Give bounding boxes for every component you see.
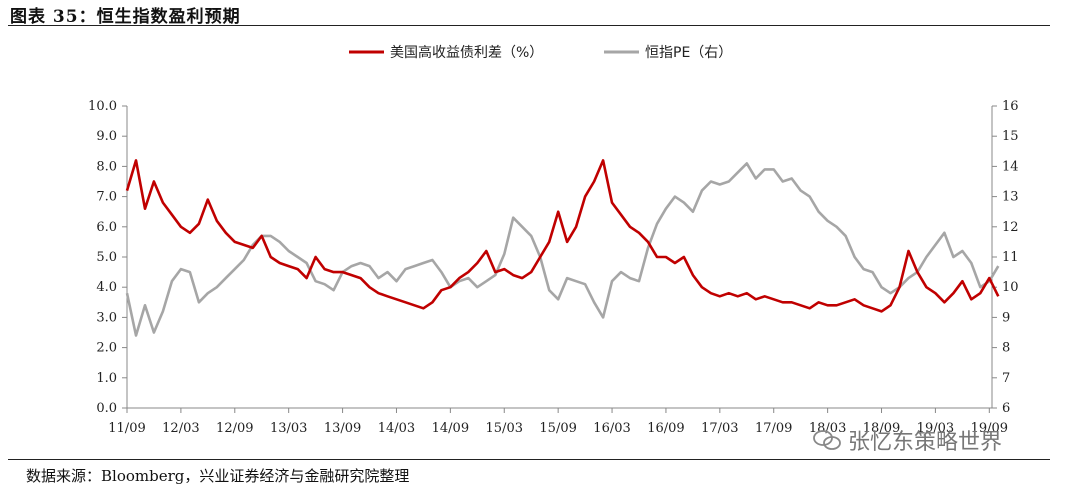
left-tick-label: 2.0 [96, 341, 117, 356]
x-tick-label: 15/09 [539, 421, 576, 436]
x-tick-label: 12/03 [162, 421, 199, 436]
x-tick-label: 16/09 [647, 421, 684, 436]
left-tick-label: 4.0 [96, 280, 117, 295]
x-tick-label: 17/03 [701, 421, 738, 436]
left-tick-label: 9.0 [96, 129, 117, 144]
chart-legend: 美国高收益债利差（%） 恒指PE（右） [349, 44, 732, 61]
right-tick-label: 7 [1002, 371, 1010, 386]
x-tick-label: 19/03 [917, 421, 954, 436]
left-tick-label: 3.0 [96, 310, 117, 325]
right-tick-label: 16 [1002, 99, 1019, 114]
right-tick-label: 9 [1002, 310, 1010, 325]
right-tick-label: 15 [1002, 129, 1019, 144]
left-tick-label: 6.0 [96, 220, 117, 235]
title-rule [8, 25, 1050, 26]
right-tick-label: 13 [1002, 190, 1019, 205]
chart-axes: 0.0 1.0 2.0 3.0 4.0 5.0 6.0 7.0 8.0 9.0 10.0 6 7 8 9 10… [88, 99, 1019, 436]
wechat-icon [813, 430, 841, 450]
series-line-spread [125, 159, 1000, 313]
source-rule [8, 459, 1050, 460]
right-tick-label: 12 [1002, 220, 1019, 235]
x-tick-label: 11/09 [108, 421, 145, 436]
left-tick-label: 5.0 [96, 250, 117, 265]
x-tick-label: 14/03 [378, 421, 415, 436]
left-tick-label: 0.0 [96, 401, 117, 416]
left-tick-label: 8.0 [96, 159, 117, 174]
watermark-text: 张忆东策略世界 [848, 430, 1003, 455]
right-tick-label: 10 [1002, 280, 1019, 295]
left-tick-label: 7.0 [96, 190, 117, 205]
right-tick-label: 11 [1002, 250, 1019, 265]
x-tick-label: 13/03 [270, 421, 307, 436]
x-tick-label: 12/09 [216, 421, 253, 436]
x-tick-label: 13/09 [324, 421, 361, 436]
x-tick-label: 16/03 [593, 421, 630, 436]
x-tick-label: 14/09 [432, 421, 469, 436]
x-tick-label: 18/09 [863, 421, 900, 436]
series-line-pe [125, 162, 1000, 337]
left-tick-label: 1.0 [96, 371, 117, 386]
figure-title: 图表 35：恒生指数盈利预期 [10, 7, 241, 27]
x-tick-label: 17/09 [755, 421, 792, 436]
chart-lines [125, 159, 1000, 337]
right-tick-label: 6 [1002, 401, 1010, 416]
left-tick-label: 10.0 [88, 99, 117, 114]
right-tick-label: 8 [1002, 341, 1010, 356]
source-note: 数据来源：Bloomberg，兴业证券经济与金融研究院整理 [26, 467, 410, 485]
x-tick-label: 15/03 [486, 421, 523, 436]
watermark: 张忆东策略世界 [812, 424, 1002, 456]
legend-label-pe: 恒指PE（右） [645, 45, 732, 61]
x-tick-label: 19/09 [971, 421, 1008, 436]
right-tick-label: 14 [1002, 159, 1019, 174]
legend-label-spread: 美国高收益债利差（%） [390, 44, 543, 61]
